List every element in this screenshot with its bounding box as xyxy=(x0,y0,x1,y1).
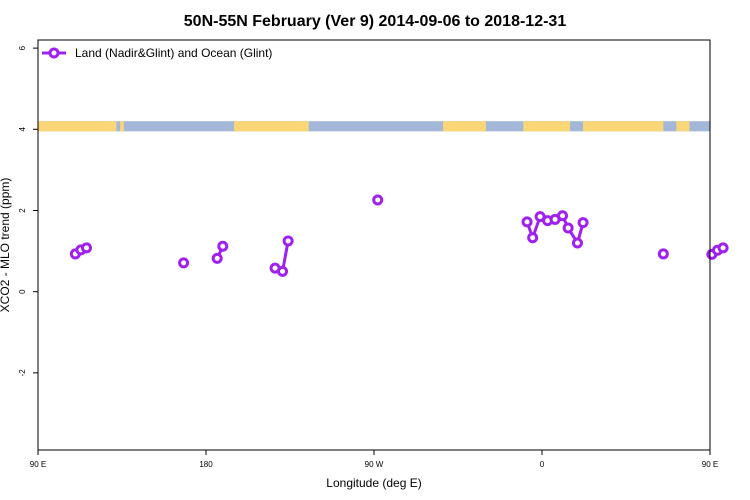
data-point xyxy=(657,248,669,260)
data-point xyxy=(211,252,223,264)
data-point xyxy=(562,222,574,234)
series-layer xyxy=(69,194,729,277)
legend: Land (Nadir&Glint) and Ocean (Glint) xyxy=(42,46,272,60)
data-point xyxy=(557,210,569,222)
y-tick-label: 4 xyxy=(18,127,27,132)
map-land xyxy=(443,121,486,132)
y-tick-label: -2 xyxy=(18,369,27,377)
legend-point-marker xyxy=(48,47,60,59)
map-land xyxy=(588,121,664,132)
data-point xyxy=(527,232,539,244)
legend-label: Land (Nadir&Glint) and Ocean (Glint) xyxy=(75,46,272,60)
data-point xyxy=(372,194,384,206)
chart-title: 50N-55N February (Ver 9) 2014-09-06 to 2… xyxy=(184,13,567,30)
x-tick-label: 90 E xyxy=(30,460,46,469)
data-point xyxy=(577,217,589,229)
map-land xyxy=(38,121,117,132)
x-tick-label: 90 W xyxy=(365,460,384,469)
data-point xyxy=(178,257,190,269)
x-axis-label: Longitude (deg E) xyxy=(326,476,421,490)
y-axis-label: XCO2 - MLO trend (ppm) xyxy=(0,178,12,313)
data-point xyxy=(277,265,289,277)
axis-ticks: 90 E 180 90 W 0 90 E 6 4 2 0 -2 xyxy=(18,45,718,469)
x-tick-label: 90 E xyxy=(702,460,718,469)
data-point xyxy=(282,235,294,247)
data-point xyxy=(571,237,583,249)
map-strip xyxy=(38,121,710,132)
map-ocean xyxy=(38,121,710,132)
data-point xyxy=(717,242,729,254)
x-tick-label: 180 xyxy=(199,460,213,469)
plot-frame xyxy=(37,39,711,451)
map-land xyxy=(120,121,124,132)
data-point xyxy=(81,242,93,254)
map-land xyxy=(583,121,589,132)
y-tick-label: 6 xyxy=(18,45,27,50)
x-tick-label: 0 xyxy=(540,460,545,469)
y-tick-label: 0 xyxy=(18,289,27,294)
y-tick-label: 2 xyxy=(18,208,27,213)
data-point xyxy=(521,216,533,228)
map-land xyxy=(676,121,690,132)
data-point xyxy=(217,240,229,252)
map-land xyxy=(234,121,309,132)
map-land xyxy=(523,121,570,132)
